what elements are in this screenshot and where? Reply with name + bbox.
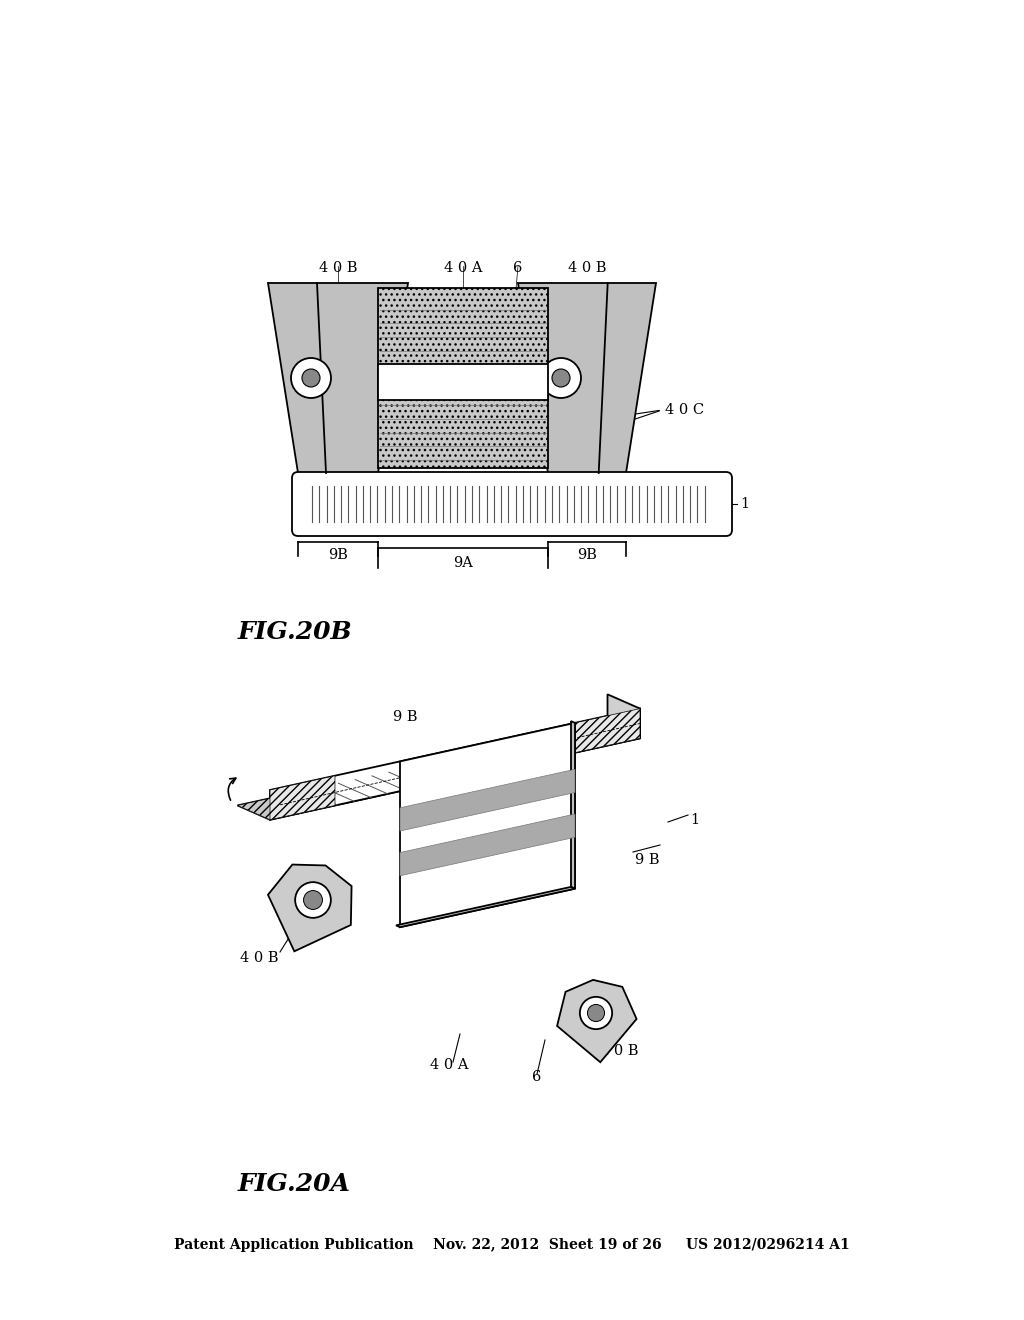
Polygon shape — [543, 725, 640, 752]
Circle shape — [291, 358, 331, 399]
Text: 4 0 B: 4 0 B — [318, 261, 357, 275]
Circle shape — [541, 358, 581, 399]
Text: 4 0 B: 4 0 B — [600, 1044, 639, 1059]
Text: 9B: 9B — [578, 548, 597, 562]
Text: FIG.20A: FIG.20A — [238, 1172, 351, 1196]
Polygon shape — [268, 282, 408, 473]
Text: 4 0 C: 4 0 C — [665, 403, 705, 417]
Polygon shape — [238, 725, 640, 820]
Text: 6: 6 — [532, 1071, 542, 1084]
Text: 1: 1 — [740, 498, 750, 511]
Text: Patent Application Publication    Nov. 22, 2012  Sheet 19 of 26     US 2012/0296: Patent Application Publication Nov. 22, … — [174, 1238, 850, 1251]
Polygon shape — [575, 709, 640, 752]
Text: 4 0 A: 4 0 A — [443, 261, 482, 275]
Circle shape — [588, 1005, 604, 1022]
Polygon shape — [396, 887, 575, 927]
Polygon shape — [270, 776, 335, 820]
Text: 9B: 9B — [328, 548, 348, 562]
Text: 6: 6 — [513, 261, 522, 275]
Text: 1: 1 — [690, 813, 699, 828]
Text: 9 B: 9 B — [393, 710, 417, 723]
Circle shape — [302, 370, 319, 387]
Polygon shape — [268, 865, 351, 952]
FancyBboxPatch shape — [292, 473, 732, 536]
Text: 9 B: 9 B — [635, 853, 659, 867]
Polygon shape — [378, 363, 548, 400]
Circle shape — [295, 882, 331, 917]
Polygon shape — [400, 770, 575, 832]
Polygon shape — [378, 288, 548, 469]
Text: 4 0 B: 4 0 B — [240, 950, 278, 965]
Text: 9 A: 9 A — [487, 800, 512, 814]
Text: 9A: 9A — [453, 556, 473, 570]
Circle shape — [552, 370, 570, 387]
Polygon shape — [557, 979, 637, 1063]
Circle shape — [580, 997, 612, 1030]
Text: 4 0 B: 4 0 B — [567, 261, 606, 275]
Polygon shape — [571, 721, 575, 888]
Polygon shape — [607, 694, 640, 738]
Text: 4 0 A: 4 0 A — [430, 1059, 469, 1072]
Polygon shape — [270, 709, 640, 820]
Polygon shape — [518, 282, 656, 473]
Polygon shape — [400, 723, 575, 927]
Polygon shape — [400, 814, 575, 875]
Text: FIG.20B: FIG.20B — [238, 620, 352, 644]
Polygon shape — [238, 791, 335, 820]
Circle shape — [303, 891, 323, 909]
